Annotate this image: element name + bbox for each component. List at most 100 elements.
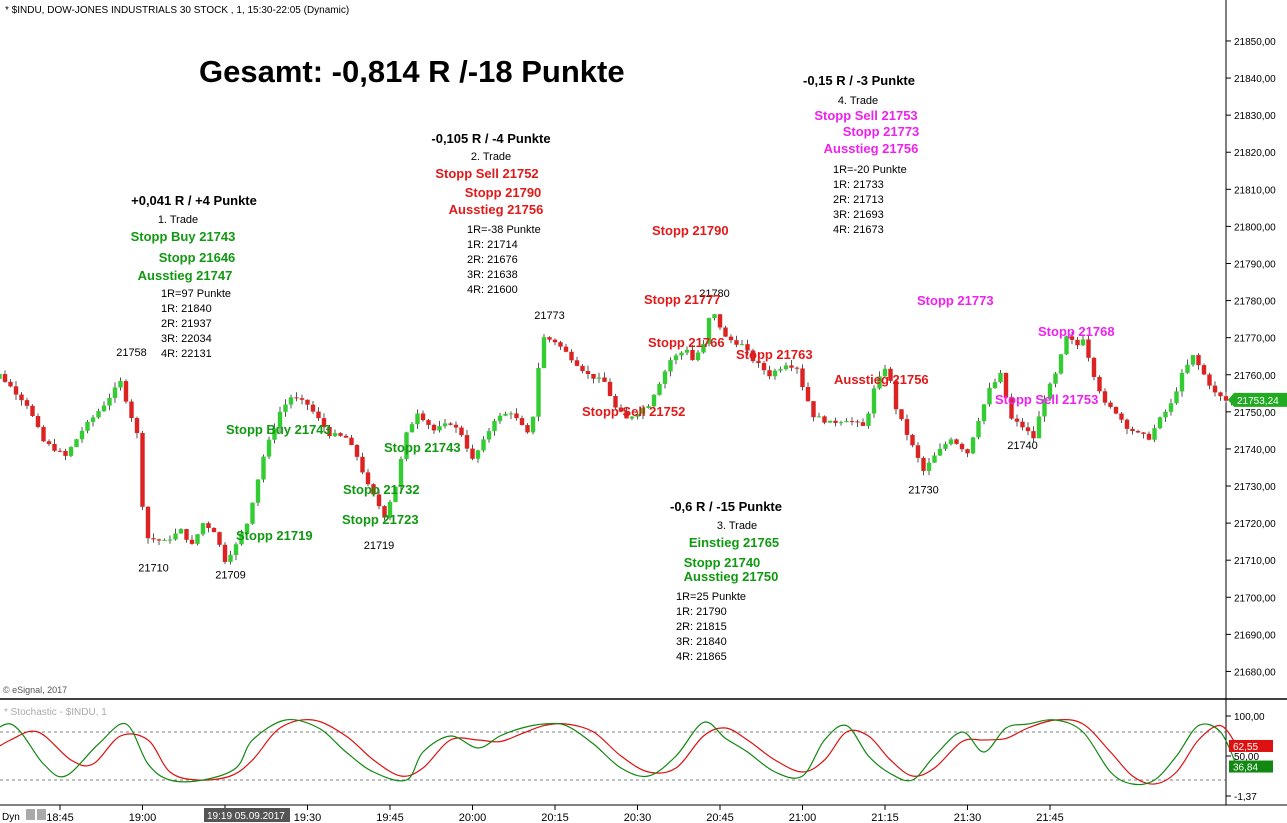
trade2-exit: Ausstieg 21756 (449, 202, 544, 217)
candle-body (541, 337, 547, 369)
trade3-name: 3. Trade (717, 520, 757, 532)
candle-body (662, 371, 668, 384)
candle-body (283, 404, 288, 412)
candle-body (448, 423, 453, 425)
price-tick-label: 21800,00 (1234, 222, 1276, 233)
candle-body (657, 383, 662, 395)
candle-body (767, 370, 772, 377)
candle-body (409, 424, 415, 433)
candle-body (882, 368, 888, 377)
candle-body (519, 418, 525, 426)
time-tick-label: 20:30 (624, 812, 652, 823)
candle-body (552, 339, 558, 343)
candle-body (195, 534, 200, 544)
scroll-right-handle[interactable] (37, 809, 46, 820)
candle-body (508, 413, 514, 415)
candle-body (272, 428, 277, 440)
candle-body (536, 368, 541, 417)
candle-body (602, 377, 607, 382)
candle-body (717, 314, 723, 328)
candle-body (893, 380, 899, 410)
swing-price-label: 21773 (534, 310, 565, 322)
candle-body (371, 484, 376, 495)
candle-body (849, 421, 855, 423)
candle-body (618, 407, 624, 412)
trade2-r-levels: 1R=-38 Punkte 1R: 21714 2R: 21676 3R: 21… (467, 224, 541, 296)
trade3-entry: Einstieg 21765 (689, 535, 779, 550)
candle-body (162, 539, 167, 541)
candle-body (404, 432, 409, 459)
candle-body (173, 533, 178, 540)
dyn-label: Dyn (2, 812, 20, 823)
candle-body (486, 431, 492, 440)
candle-body (827, 420, 833, 423)
stoch-tick-label: -1,37 (1234, 792, 1257, 803)
candle-body (723, 327, 728, 337)
candle-body (200, 523, 206, 535)
trade4-r-levels: 1R=-20 Punkte 1R: 21733 2R: 21713 3R: 21… (833, 164, 907, 236)
trade1-r4: 4R: 22131 (161, 348, 212, 360)
last-price-value: 21753,24 (1237, 396, 1279, 407)
candle-body (90, 417, 96, 422)
candle-body (327, 426, 332, 437)
candle-body (981, 404, 987, 422)
mark-stopp-21743: Stopp 21743 (384, 440, 461, 455)
candle-body (35, 416, 41, 427)
price-tick-label: 21710,00 (1234, 556, 1276, 567)
trade1-name: 1. Trade (158, 214, 198, 226)
trade4-r0: 1R=-20 Punkte (833, 164, 907, 176)
candlesticks (0, 313, 1234, 565)
candle-body (68, 447, 74, 456)
candle-body (1130, 428, 1135, 432)
candle-body (1080, 339, 1086, 346)
candle-body (1014, 418, 1020, 422)
candle-body (959, 443, 965, 450)
scroll-left-handle[interactable] (26, 809, 35, 820)
candle-body (1207, 374, 1212, 386)
candle-body (382, 506, 387, 518)
candle-body (558, 342, 563, 347)
candle-body (761, 363, 767, 371)
candle-body (349, 437, 354, 446)
time-tick-label: 21:45 (1036, 812, 1064, 823)
time-tick-label: 19:30 (294, 812, 322, 823)
candle-body (783, 365, 789, 370)
trade1-r2: 2R: 21937 (161, 318, 212, 330)
candle-body (415, 413, 420, 425)
price-tick-label: 21790,00 (1234, 259, 1276, 270)
candle-body (712, 314, 717, 319)
trade2-r2: 2R: 21676 (467, 254, 518, 266)
candle-body (492, 420, 497, 432)
candle-body (1108, 402, 1113, 407)
candle-body (464, 435, 470, 449)
candle-body (112, 387, 118, 399)
candle-body (1009, 397, 1014, 419)
candle-body (1152, 428, 1157, 440)
candle-body (624, 411, 629, 419)
candle-body (992, 382, 998, 389)
candle-body (470, 448, 475, 459)
candle-body (750, 350, 756, 362)
swing-price-label: 21780 (699, 288, 730, 300)
price-tick-label: 21850,00 (1234, 37, 1276, 48)
candle-body (706, 318, 712, 344)
candle-body (613, 395, 618, 408)
swing-price-label: 21719 (364, 540, 395, 552)
cursor-time-box (204, 808, 290, 822)
candle-body (822, 416, 827, 423)
candle-body (1157, 417, 1163, 429)
mark-ausstieg-21756: Ausstieg 21756 (834, 372, 929, 387)
trade4-r3: 3R: 21693 (833, 209, 884, 221)
candle-body (1025, 427, 1031, 432)
candle-body (987, 388, 992, 405)
candle-body (426, 420, 431, 425)
stoch-d-value: 62,55 (1233, 742, 1258, 753)
trade2-name: 2. Trade (471, 151, 511, 163)
stochastic-panel (0, 718, 1238, 786)
candle-body (1097, 376, 1102, 392)
candle-body (189, 539, 195, 544)
candle-body (387, 501, 393, 518)
candle-body (1036, 416, 1042, 439)
trade4-exit: Ausstieg 21756 (824, 141, 919, 156)
candle-body (30, 405, 35, 417)
